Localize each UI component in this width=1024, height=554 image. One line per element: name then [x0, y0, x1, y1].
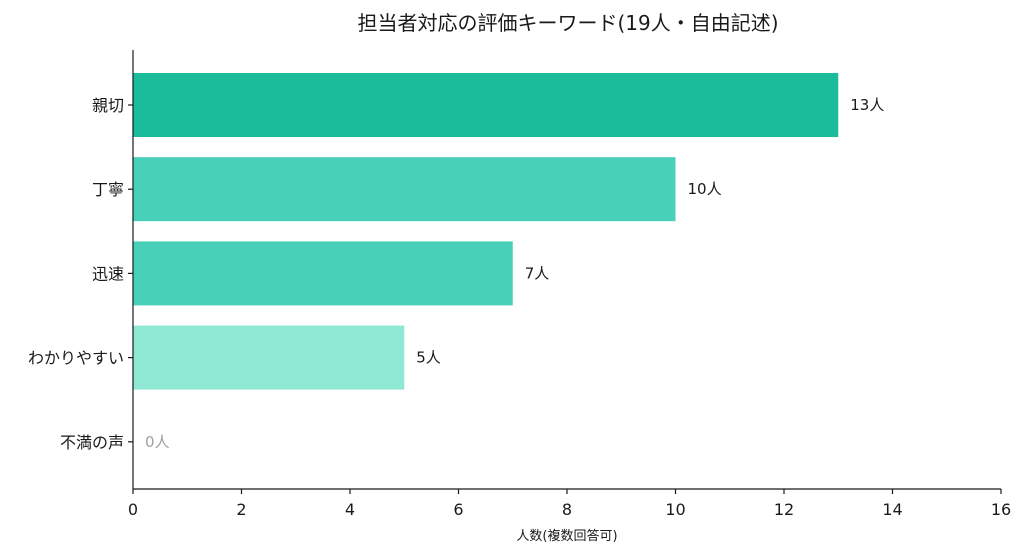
- x-tick-label-6: 10: [665, 500, 685, 519]
- bar-4: [133, 325, 405, 390]
- x-tick-label-3: 4: [345, 500, 355, 519]
- category-label-5: 不満の声: [60, 433, 124, 452]
- bar-3: [133, 241, 513, 306]
- category-label-2: 丁寧: [92, 180, 124, 199]
- category-label-3: 迅速: [92, 264, 124, 283]
- x-axis-ticks: 0 2 4 6 8 10 12 14 16: [128, 489, 1011, 519]
- data-labels: 13人 10人 7人 5人 0人: [145, 96, 884, 451]
- data-label-5: 0人: [145, 433, 170, 451]
- x-tick-label-7: 12: [774, 500, 794, 519]
- category-label-4: わかりやすい: [28, 349, 124, 368]
- x-axis-title: 人数(複数回答可): [516, 528, 617, 544]
- data-label-4: 5人: [416, 349, 441, 367]
- bar-1: [133, 73, 839, 137]
- x-tick-label-8: 14: [882, 500, 902, 519]
- data-label-2: 10人: [688, 180, 722, 198]
- x-tick-label-2: 2: [236, 500, 246, 519]
- chart-title: 担当者対応の評価キーワード(19人・自由記述): [357, 11, 778, 35]
- x-tick-label-5: 8: [562, 500, 572, 519]
- bars-group: [128, 73, 839, 443]
- x-tick-label-4: 6: [453, 500, 463, 519]
- bar-2: [133, 157, 676, 222]
- data-label-3: 7人: [525, 264, 550, 282]
- x-tick-label-1: 0: [128, 500, 138, 519]
- category-label-1: 親切: [92, 96, 124, 115]
- x-tick-label-9: 16: [991, 500, 1011, 519]
- data-label-1: 13人: [850, 96, 884, 114]
